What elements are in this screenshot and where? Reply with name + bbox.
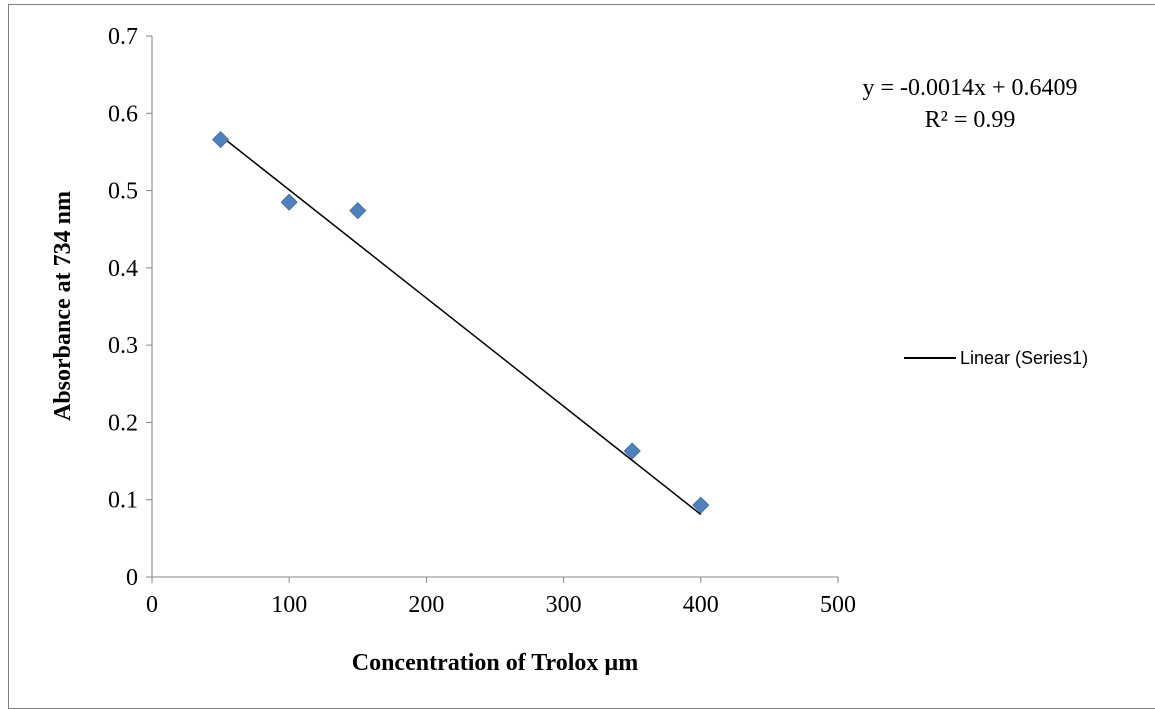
y-tick-label: 0.7 <box>108 24 138 50</box>
legend-entry-linear: Linear (Series1) <box>960 348 1088 368</box>
legend: Linear (Series1) <box>904 348 1088 368</box>
x-tick-label: 500 <box>820 592 856 618</box>
x-tick-label: 100 <box>271 592 307 618</box>
x-tick-label: 300 <box>546 592 582 618</box>
x-tick-label: 200 <box>408 592 444 618</box>
data-point <box>692 496 710 514</box>
y-tick-label: 0.5 <box>108 179 138 205</box>
x-axis-title: Concentration of Trolox µm <box>352 650 638 676</box>
x-tick-label: 0 <box>146 592 158 618</box>
data-point <box>349 202 367 220</box>
y-tick-label: 0.1 <box>108 488 138 514</box>
y-tick-label: 0.2 <box>108 410 138 436</box>
y-axis-title: Absorbance at 734 nm <box>50 191 76 421</box>
y-tick-label: 0.4 <box>108 256 138 282</box>
tick-labels: 0 0.1 0.2 0.3 0.4 0.5 0.6 0.7 0 100 200 300 400 500 <box>108 24 856 618</box>
y-tick-label: 0 <box>126 565 138 591</box>
data-point <box>280 193 298 211</box>
x-tick-label: 400 <box>683 592 719 618</box>
trendline-r-squared: R² = 0.99 <box>925 107 1016 133</box>
y-tick-label: 0.6 <box>108 101 138 127</box>
data-point <box>623 442 641 460</box>
data-points <box>212 130 710 514</box>
chart-frame <box>8 4 1155 709</box>
axes <box>146 35 839 583</box>
trendline-equation: y = -0.0014x + 0.6409 <box>862 75 1077 101</box>
data-point <box>212 130 230 149</box>
trendline-group <box>220 135 702 516</box>
y-tick-label: 0.3 <box>108 333 138 359</box>
trendline <box>220 135 702 516</box>
